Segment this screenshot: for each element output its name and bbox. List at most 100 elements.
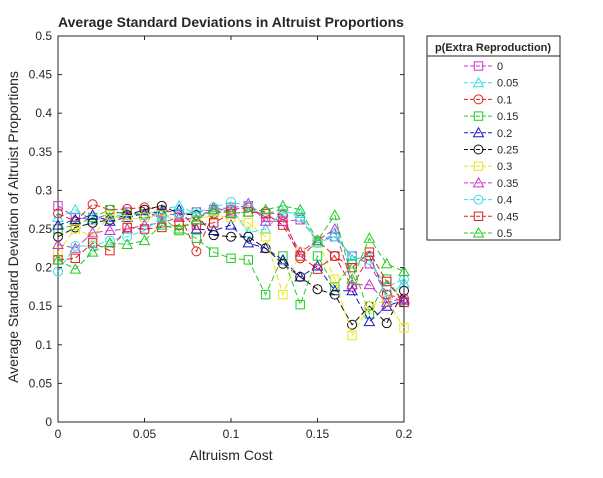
data-point (69, 213, 82, 225)
data-point (86, 209, 99, 220)
data-point (347, 330, 357, 341)
x-tick-label: 0.2 (396, 427, 413, 441)
legend-entry: 0.05 (464, 76, 518, 90)
series-line (57, 209, 405, 323)
y-tick-label: 0 (45, 415, 52, 429)
data-point (295, 212, 306, 223)
data-point (380, 257, 393, 269)
data-point (399, 323, 409, 333)
data-point (260, 232, 271, 242)
data-point (208, 230, 219, 241)
data-point (155, 216, 168, 228)
data-point (380, 296, 393, 307)
data-point (243, 231, 254, 242)
data-point (226, 253, 236, 264)
data-point (242, 205, 255, 217)
x-tick-label: 0 (55, 427, 62, 441)
data-point (363, 315, 376, 327)
data-point (243, 200, 254, 211)
data-point (328, 209, 341, 220)
data-point (52, 211, 64, 222)
data-point (173, 222, 185, 234)
data-point (381, 318, 392, 329)
legend: p(Extra Reproduction) 0 0.05 0.1 0.15 0.2 0.2… (426, 35, 561, 241)
data-point (295, 271, 306, 282)
x-axis-label: Altruism Cost (189, 447, 272, 463)
data-point (191, 246, 202, 257)
x-tick-label: 0.1 (223, 427, 240, 441)
data-point (243, 255, 254, 265)
data-point (347, 262, 357, 273)
legend-entry: 0.1 (464, 94, 512, 106)
legend-label: 0.5 (497, 228, 512, 240)
data-point (398, 277, 410, 288)
legend-entry: 0.15 (464, 111, 518, 123)
axis-ticks: 0 0.05 0.1 0.15 0.2 0 0.05 0.1 0.15 0.2 0.25 0.3 0.3… (29, 29, 413, 441)
data-point (242, 226, 255, 238)
data-point (156, 204, 167, 215)
data-point (277, 210, 288, 221)
data-point (398, 293, 410, 305)
data-point (380, 300, 393, 311)
data-point (259, 215, 272, 226)
data-point (278, 289, 288, 300)
data-point (191, 207, 202, 218)
legend-label: 0.3 (497, 161, 512, 173)
data-point (190, 222, 203, 234)
data-point (294, 203, 307, 215)
legend-marker (473, 194, 484, 205)
data-point (122, 222, 132, 233)
legend-label: 0.35 (497, 178, 518, 190)
legend-entry: 0.25 (464, 144, 518, 157)
data-point (330, 251, 340, 261)
data-point (260, 289, 271, 300)
y-tick-label: 0.35 (29, 145, 53, 159)
data-point (139, 212, 150, 223)
legend-entries: 0 0.05 0.1 0.15 0.2 0.25 0.3 0.35 0.4 0.45 0.5 (464, 61, 518, 240)
data-point (260, 243, 271, 254)
data-point (105, 205, 115, 215)
legend-marker (473, 161, 484, 171)
data-point (243, 218, 254, 228)
data-point (277, 199, 289, 211)
data-point (225, 219, 237, 230)
y-tick-label: 0.1 (35, 338, 52, 352)
data-point (311, 234, 324, 246)
data-point (70, 224, 80, 234)
data-point (278, 251, 288, 261)
data-point (364, 309, 375, 319)
legend-entry: 0.35 (464, 176, 518, 190)
data-point (53, 201, 63, 211)
chart-title: Average Standard Deviations in Altruist … (58, 14, 404, 30)
data-point (329, 231, 340, 242)
legend-label: 0.4 (497, 195, 512, 207)
y-tick-label: 0.5 (35, 29, 52, 43)
data-point (295, 251, 305, 261)
y-axis-label: Average Standard Deviation of Altruist P… (5, 71, 21, 383)
legend-marker (473, 111, 484, 121)
data-point (190, 213, 203, 225)
legend-label: 0 (497, 61, 503, 73)
legend-entry: 0.45 (464, 211, 518, 223)
legend-entry: 0.2 (464, 126, 512, 140)
data-point (399, 285, 409, 296)
legend-marker (473, 144, 484, 155)
data-point (277, 253, 289, 265)
data-point (347, 319, 358, 330)
data-point (139, 204, 150, 215)
data-point (225, 201, 237, 212)
data-point (156, 212, 167, 223)
data-point (86, 226, 99, 238)
legend-marker (472, 126, 485, 138)
legend-marker (472, 226, 485, 238)
data-point (346, 278, 358, 290)
legend-entry: 0 (464, 61, 503, 73)
data-point (173, 199, 185, 211)
data-point (209, 247, 219, 257)
data-point (364, 301, 375, 311)
series-line (57, 205, 405, 326)
data-point (155, 205, 168, 217)
legend-marker (473, 211, 484, 222)
